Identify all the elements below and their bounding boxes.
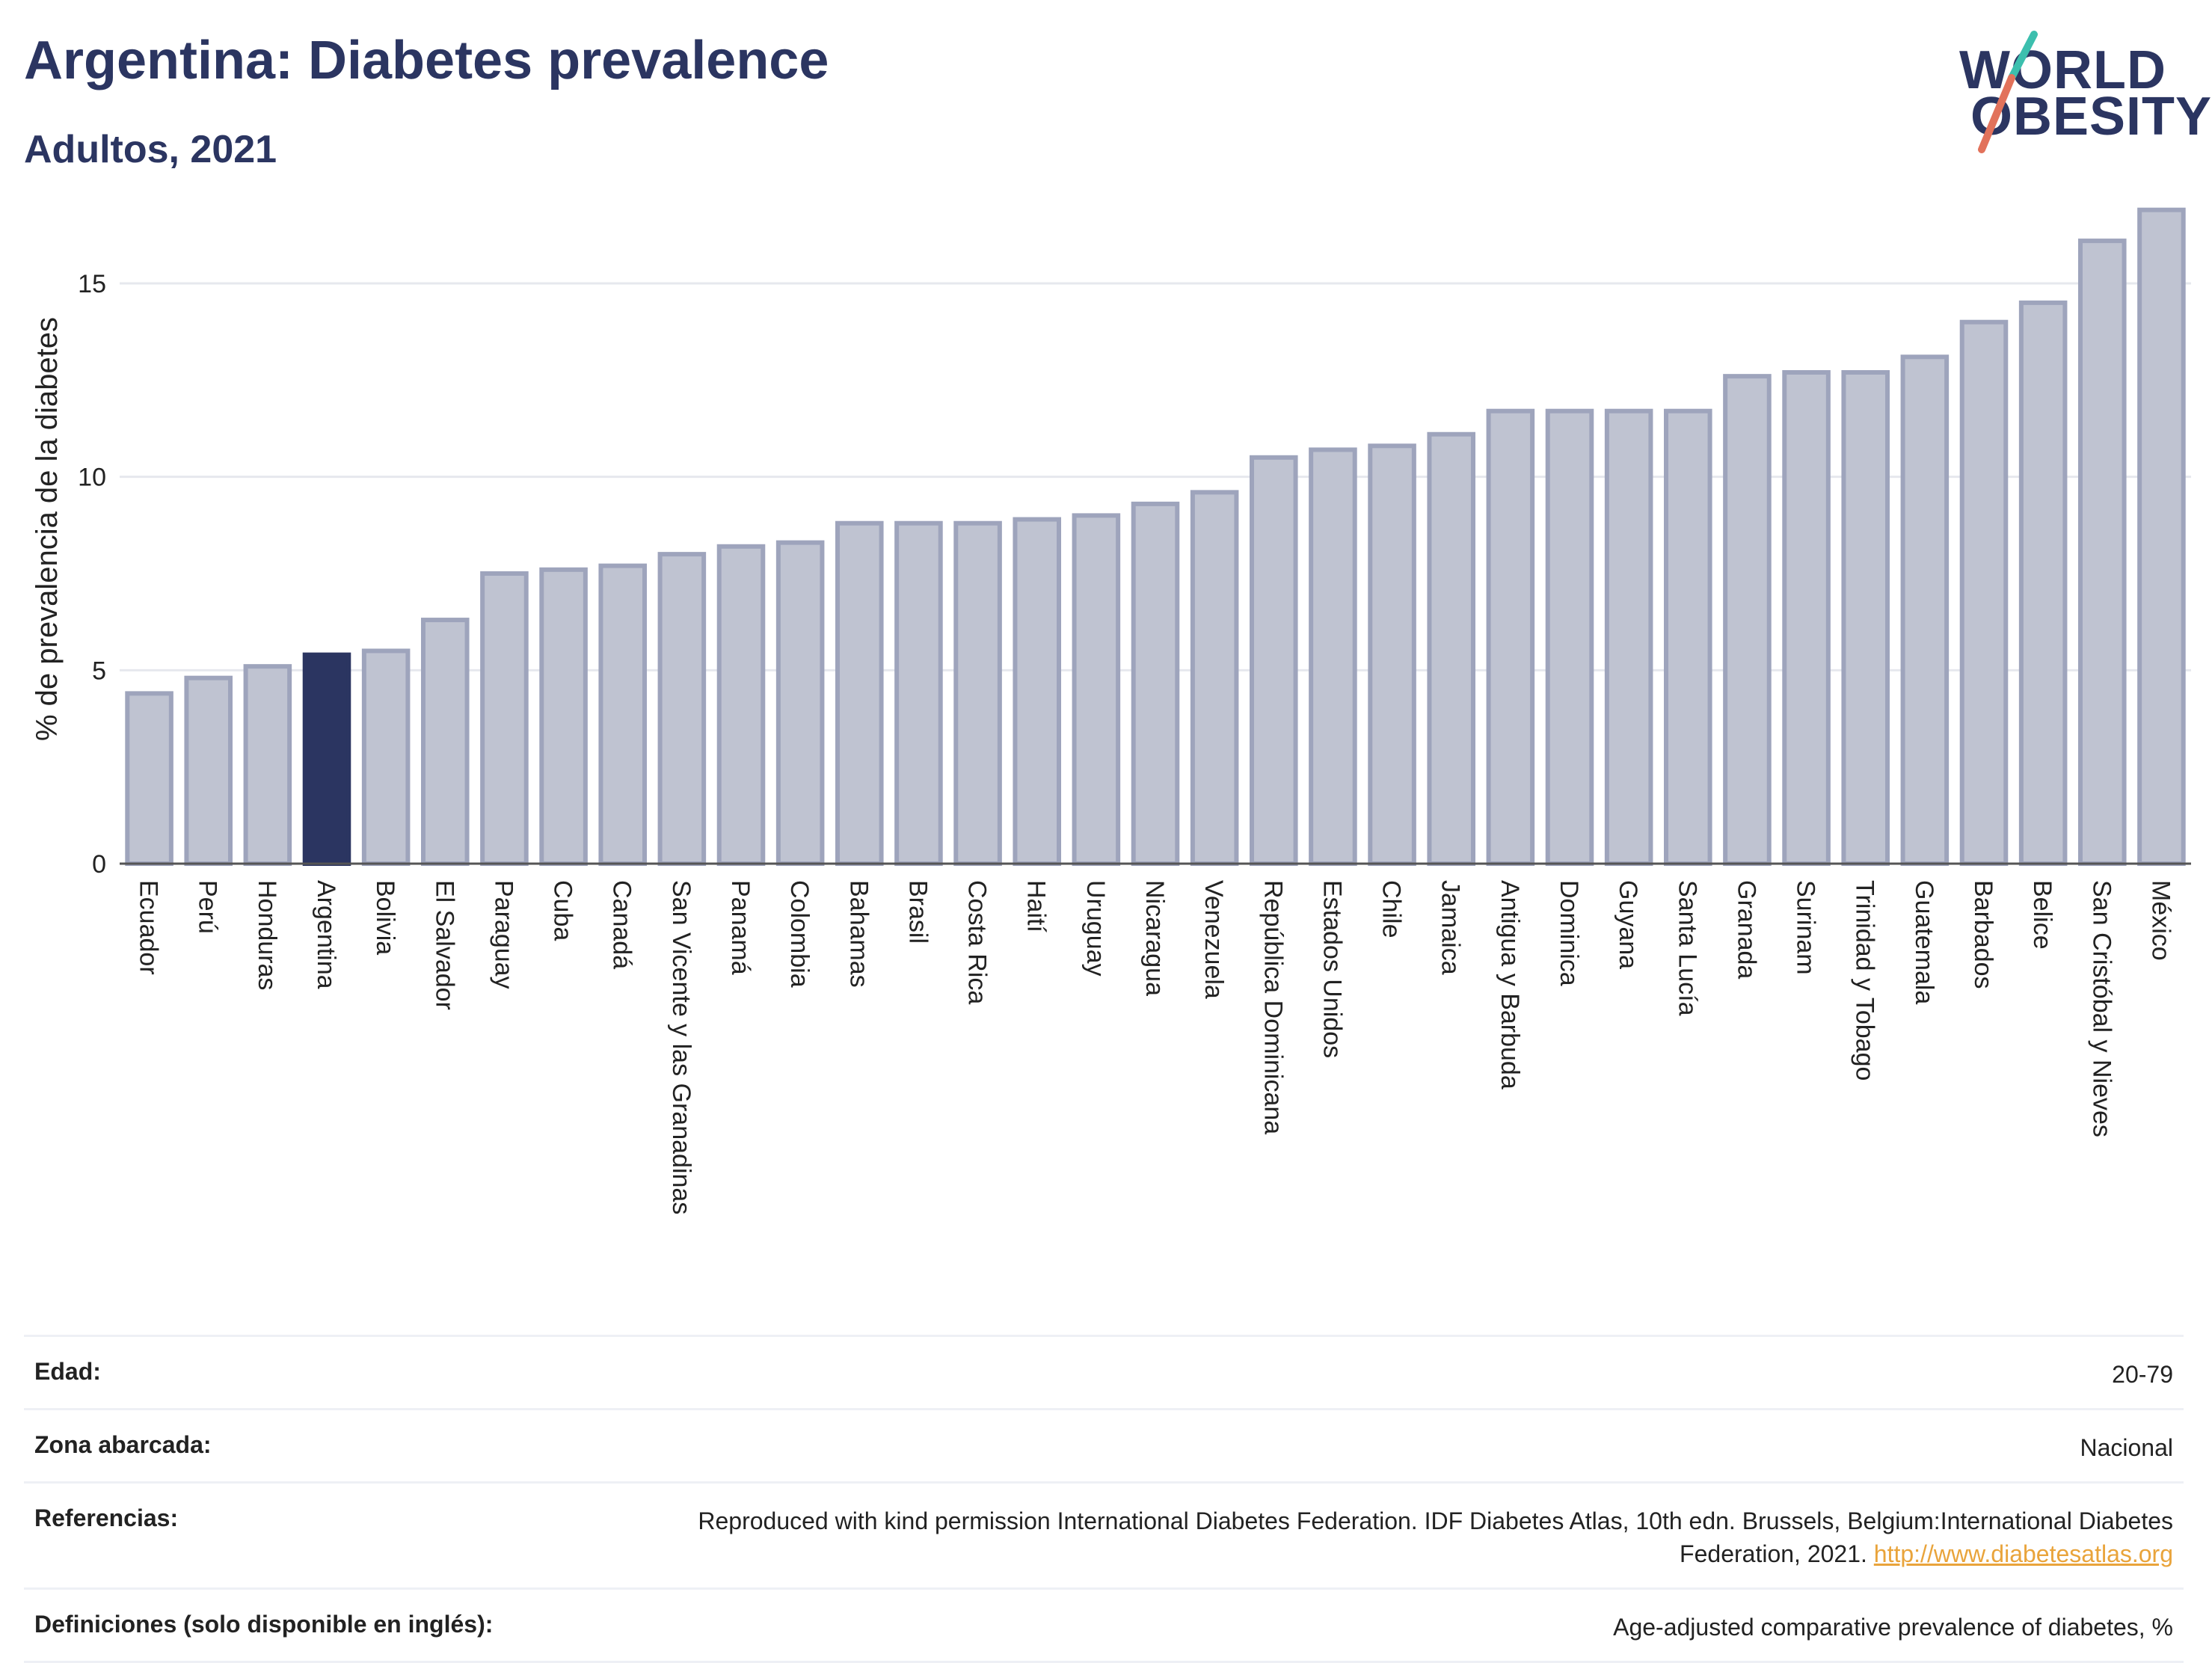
x-tick-label: Santa Lucía bbox=[1673, 880, 1701, 1016]
x-tick-label: Haití bbox=[1022, 880, 1051, 932]
bar bbox=[657, 552, 707, 866]
x-tick-label: Belice bbox=[2028, 880, 2056, 950]
bar bbox=[1959, 319, 2009, 867]
bar bbox=[2078, 239, 2127, 866]
x-tick-label: Guatemala bbox=[1910, 880, 1938, 1004]
metadata-row-area: Zona abarcada: Nacional bbox=[24, 1407, 2184, 1481]
metadata-value: Nacional bbox=[2080, 1433, 2173, 1461]
bar bbox=[894, 520, 943, 866]
bar bbox=[716, 544, 766, 866]
bar bbox=[1664, 408, 1712, 866]
bar bbox=[184, 675, 233, 867]
x-tick-label: Cuba bbox=[549, 880, 577, 941]
x-tick-label: Jamaica bbox=[1437, 880, 1465, 975]
x-tick-label: Chile bbox=[1377, 880, 1406, 938]
x-tick-label: Dominica bbox=[1555, 880, 1583, 986]
bar bbox=[598, 563, 647, 866]
bar bbox=[1013, 517, 1061, 866]
y-tick-label: 15 bbox=[78, 270, 106, 298]
logo-line-2: OBESITY bbox=[1970, 87, 2212, 147]
x-tick-label: Granada bbox=[1732, 880, 1760, 979]
bar bbox=[1250, 455, 1298, 866]
x-tick-label: Costa Rica bbox=[963, 880, 992, 1004]
x-tick-label: Paraguay bbox=[489, 880, 517, 989]
y-tick-label: 10 bbox=[78, 464, 106, 492]
x-tick-label: Nicaragua bbox=[1140, 880, 1169, 996]
y-tick-label: 0 bbox=[92, 850, 106, 879]
bar bbox=[1072, 513, 1121, 866]
bar bbox=[125, 691, 173, 866]
x-tick-label: El Salvador bbox=[430, 880, 458, 1010]
metadata-table: Edad: 20-79 Zona abarcada: Nacional Refe… bbox=[24, 1335, 2184, 1663]
bar bbox=[1368, 443, 1416, 866]
metadata-key: Definiciones (solo disponible en inglés)… bbox=[34, 1611, 494, 1638]
metadata-value: 20-79 bbox=[2112, 1361, 2173, 1388]
x-tick-label: Trinidad y Tobago bbox=[1851, 880, 1879, 1081]
bar bbox=[539, 567, 588, 866]
bar bbox=[302, 652, 351, 867]
bar bbox=[480, 571, 529, 866]
logo-line-1: WORLD bbox=[1959, 40, 2166, 100]
x-tick-label: Guyana bbox=[1614, 880, 1642, 969]
bar bbox=[1131, 501, 1180, 866]
reference-text: Reproduced with kind permission Internat… bbox=[698, 1507, 2173, 1568]
metadata-key: Edad: bbox=[34, 1358, 101, 1385]
page-subtitle: Adultos, 2021 bbox=[24, 128, 277, 171]
bar bbox=[1900, 354, 1950, 866]
bar bbox=[1841, 369, 1890, 867]
metadata-value: Age-adjusted comparative prevalence of d… bbox=[1613, 1614, 2173, 1641]
x-tick-label: Estados Unidos bbox=[1318, 880, 1346, 1058]
x-tick-label: Uruguay bbox=[1081, 880, 1110, 977]
bar bbox=[2018, 300, 2068, 867]
x-tick-label: Colombia bbox=[785, 880, 814, 988]
bar bbox=[1604, 408, 1653, 866]
y-tick-label: 5 bbox=[92, 657, 106, 685]
x-tick-label: República Dominicana bbox=[1259, 880, 1287, 1134]
x-tick-label: Ecuador bbox=[135, 880, 163, 975]
bar bbox=[243, 664, 292, 866]
bar bbox=[775, 540, 825, 866]
bar bbox=[1723, 374, 1772, 867]
y-axis-label: % de prevalencia de la diabetes bbox=[31, 317, 64, 741]
bar bbox=[1782, 369, 1831, 867]
metadata-key: Zona abarcada: bbox=[34, 1430, 212, 1458]
bar bbox=[421, 618, 470, 866]
logo-slash-icon bbox=[1978, 31, 2038, 153]
x-tick-label: Surinam bbox=[1792, 880, 1820, 975]
reference-link[interactable]: http://www.diabetesatlas.org bbox=[1873, 1540, 2173, 1568]
metadata-row-references: Referencias: Reproduced with kind permis… bbox=[24, 1481, 2184, 1588]
x-tick-label: San Vicente y las Granadinas bbox=[667, 880, 695, 1214]
bar bbox=[1545, 408, 1594, 866]
bar bbox=[361, 648, 411, 866]
bar bbox=[1486, 408, 1535, 866]
x-tick-label: Antigua y Barbuda bbox=[1496, 880, 1524, 1089]
x-tick-label: Bahamas bbox=[844, 880, 873, 988]
page-title: Argentina: Diabetes prevalence bbox=[24, 31, 829, 90]
x-tick-label: Barbados bbox=[1969, 880, 1997, 989]
bar bbox=[1309, 447, 1357, 867]
x-tick-label: San Cristóbal y Nieves bbox=[2087, 880, 2116, 1137]
world-obesity-logo[interactable]: WORLD OBESITY bbox=[1944, 30, 2211, 157]
x-tick-label: Honduras bbox=[253, 880, 281, 990]
bar bbox=[835, 520, 884, 866]
bar bbox=[2137, 207, 2186, 866]
x-tick-label: Venezuela bbox=[1199, 880, 1228, 999]
bar bbox=[1190, 490, 1239, 866]
x-tick-label: Canadá bbox=[608, 880, 636, 969]
metadata-value-references: Reproduced with kind permission Internat… bbox=[603, 1504, 2173, 1572]
x-tick-label: Panamá bbox=[726, 880, 755, 975]
x-tick-label: Argentina bbox=[312, 880, 340, 989]
bar-chart: 0 5 10 15 % de prevalencia de la diabetes Ecu… bbox=[31, 207, 2191, 1214]
metadata-row-definitions: Definiciones (solo disponible en inglés)… bbox=[24, 1587, 2184, 1663]
x-tick-label: México bbox=[2146, 880, 2175, 961]
metadata-row-age: Edad: 20-79 bbox=[24, 1335, 2184, 1408]
metadata-key: Referencias: bbox=[34, 1504, 179, 1531]
bar bbox=[1427, 431, 1475, 866]
x-tick-label: Perú bbox=[194, 880, 222, 934]
x-tick-label: Brasil bbox=[903, 880, 932, 944]
x-tick-label: Bolivia bbox=[371, 880, 399, 955]
bar bbox=[953, 520, 1002, 866]
